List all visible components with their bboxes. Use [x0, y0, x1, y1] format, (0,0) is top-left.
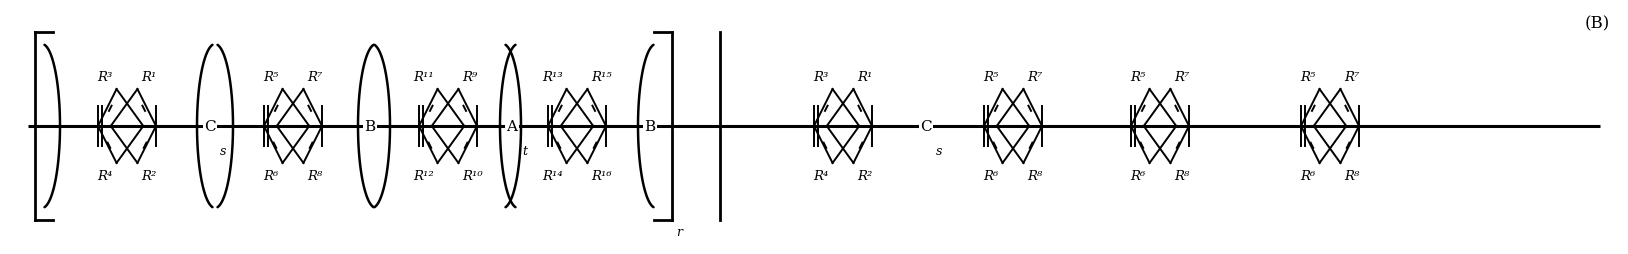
Text: R⁶: R⁶	[1130, 169, 1146, 182]
Text: R²: R²	[142, 169, 156, 182]
Text: R¹²: R¹²	[414, 169, 433, 182]
Text: R⁸: R⁸	[308, 169, 322, 182]
Text: (B): (B)	[1584, 15, 1610, 32]
Text: R³: R³	[98, 71, 112, 84]
Text: R⁷: R⁷	[1027, 71, 1044, 84]
Text: R⁵: R⁵	[1301, 71, 1315, 84]
Text: C: C	[920, 120, 931, 133]
Text: R⁶: R⁶	[264, 169, 278, 182]
Text: R²: R²	[858, 169, 873, 182]
Text: A: A	[506, 120, 518, 133]
Text: R⁷: R⁷	[1174, 71, 1190, 84]
Text: R¹: R¹	[142, 71, 156, 84]
Text: R⁶: R⁶	[1301, 169, 1315, 182]
Text: R⁷: R⁷	[1345, 71, 1359, 84]
Text: R⁵: R⁵	[983, 71, 998, 84]
Text: t: t	[523, 145, 527, 157]
Text: R¹³: R¹³	[542, 71, 563, 84]
Text: R⁸: R⁸	[1027, 169, 1044, 182]
Text: R⁸: R⁸	[1174, 169, 1190, 182]
Text: C: C	[204, 120, 217, 133]
Text: s: s	[220, 145, 226, 157]
Text: R¹⁶: R¹⁶	[591, 169, 612, 182]
Text: R¹¹: R¹¹	[414, 71, 433, 84]
Text: r: r	[676, 225, 682, 238]
Text: R¹⁵: R¹⁵	[591, 71, 612, 84]
Text: s: s	[936, 145, 943, 157]
Text: R⁵: R⁵	[264, 71, 278, 84]
Text: R¹⁰: R¹⁰	[462, 169, 484, 182]
Text: R¹⁴: R¹⁴	[542, 169, 563, 182]
Text: R⁴: R⁴	[812, 169, 829, 182]
Text: R⁸: R⁸	[1345, 169, 1359, 182]
Text: B: B	[365, 120, 376, 133]
Text: R¹: R¹	[858, 71, 873, 84]
Text: R⁴: R⁴	[98, 169, 112, 182]
Text: R³: R³	[812, 71, 829, 84]
Text: R⁶: R⁶	[983, 169, 998, 182]
Text: B: B	[645, 120, 656, 133]
Text: R⁷: R⁷	[308, 71, 322, 84]
Text: R⁹: R⁹	[462, 71, 477, 84]
Text: R⁵: R⁵	[1130, 71, 1146, 84]
